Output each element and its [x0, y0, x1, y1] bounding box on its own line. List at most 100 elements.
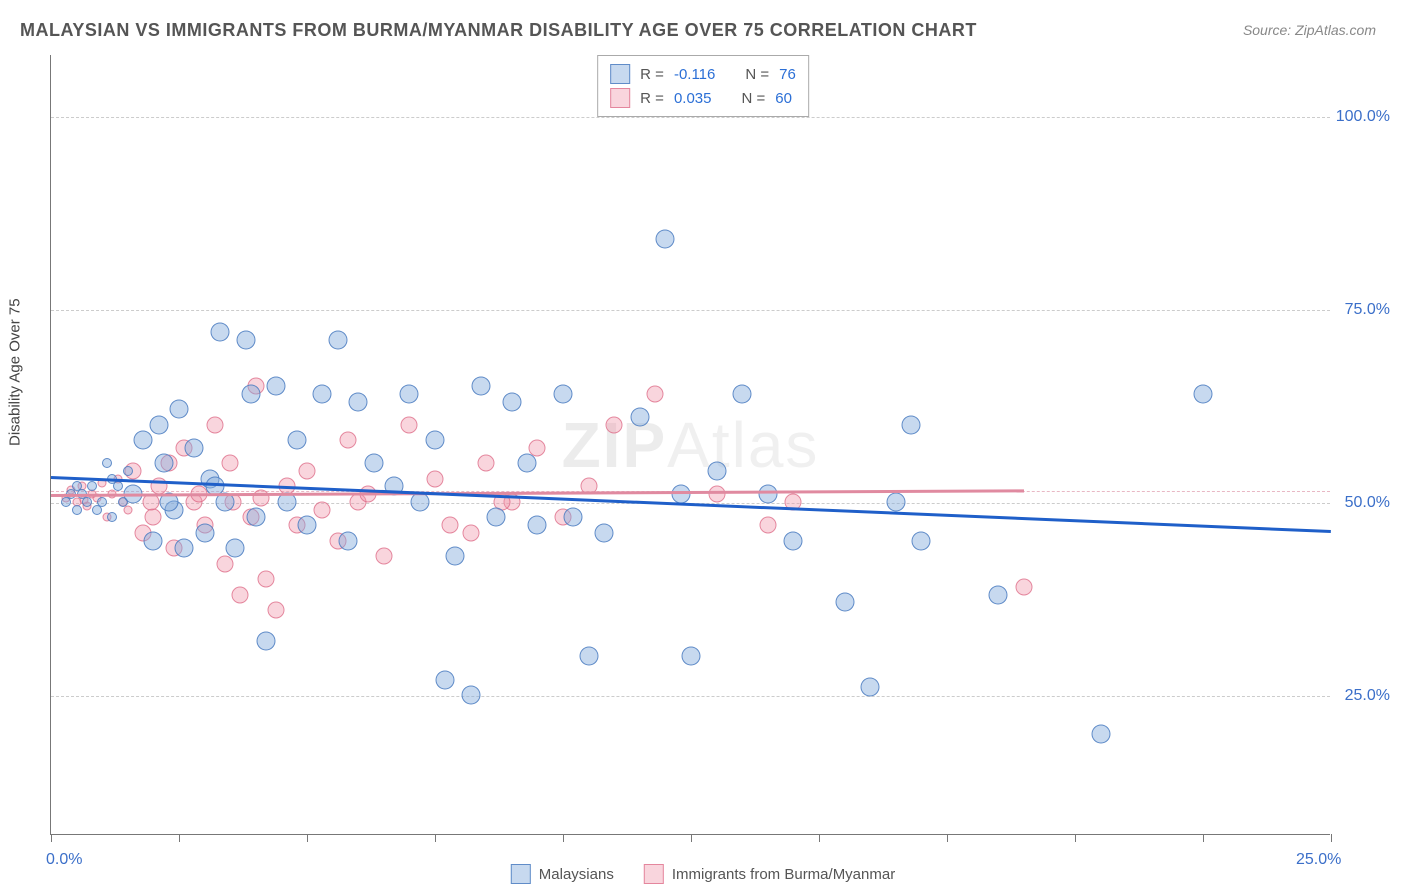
scatter-point-blue [123, 466, 133, 476]
x-tick [435, 834, 436, 842]
x-tick [947, 834, 948, 842]
scatter-point-blue [758, 485, 777, 504]
scatter-point-blue [102, 458, 112, 468]
scatter-point-pink [478, 455, 495, 472]
scatter-point-pink [217, 555, 234, 572]
scatter-point-pink [232, 586, 249, 603]
scatter-point-blue [902, 415, 921, 434]
scatter-point-blue [861, 678, 880, 697]
scatter-point-pink [759, 517, 776, 534]
scatter-point-pink [222, 455, 239, 472]
n-label: N = [741, 90, 765, 107]
y-tick-label: 25.0% [1345, 687, 1390, 705]
scatter-point-blue [502, 392, 521, 411]
scatter-point-pink [299, 463, 316, 480]
scatter-point-blue [886, 492, 905, 511]
r-label: R = [640, 66, 664, 83]
n-label: N = [745, 66, 769, 83]
legend-item-pink: Immigrants from Burma/Myanmar [644, 864, 895, 884]
scatter-point-pink [529, 439, 546, 456]
scatter-point-blue [733, 384, 752, 403]
scatter-point-blue [579, 647, 598, 666]
scatter-point-blue [195, 523, 214, 542]
scatter-point-pink [708, 486, 725, 503]
chart-title: MALAYSIAN VS IMMIGRANTS FROM BURMA/MYANM… [20, 20, 977, 41]
x-tick [691, 834, 692, 842]
scatter-point-pink [647, 385, 664, 402]
swatch-pink-icon [610, 88, 630, 108]
chart-container: MALAYSIAN VS IMMIGRANTS FROM BURMA/MYANM… [0, 0, 1406, 892]
scatter-point-blue [185, 438, 204, 457]
x-tick-label: 0.0% [46, 851, 82, 869]
x-tick [51, 834, 52, 842]
scatter-point-pink [206, 416, 223, 433]
scatter-point-blue [364, 454, 383, 473]
scatter-point-blue [149, 415, 168, 434]
scatter-point-blue [446, 546, 465, 565]
r-label: R = [640, 90, 664, 107]
scatter-point-pink [401, 416, 418, 433]
scatter-point-pink [462, 524, 479, 541]
scatter-point-blue [144, 531, 163, 550]
scatter-point-pink [375, 547, 392, 564]
scatter-point-blue [426, 431, 445, 450]
scatter-point-pink [606, 416, 623, 433]
legend-row-pink: R = 0.035 N = 60 [610, 86, 796, 110]
scatter-point-blue [241, 384, 260, 403]
scatter-point-blue [210, 323, 229, 342]
scatter-point-blue [287, 431, 306, 450]
y-tick-label: 50.0% [1345, 494, 1390, 512]
scatter-point-pink [258, 571, 275, 588]
scatter-point-blue [564, 508, 583, 527]
x-tick [179, 834, 180, 842]
scatter-point-blue [87, 481, 97, 491]
scatter-point-blue [1194, 384, 1213, 403]
y-tick-label: 100.0% [1336, 108, 1390, 126]
scatter-point-pink [314, 501, 331, 518]
scatter-point-blue [682, 647, 701, 666]
scatter-point-pink [339, 432, 356, 449]
scatter-point-blue [175, 539, 194, 558]
scatter-point-blue [461, 686, 480, 705]
scatter-point-blue [328, 330, 347, 349]
source-label: Source: ZipAtlas.com [1243, 22, 1376, 38]
scatter-point-blue [338, 531, 357, 550]
r-value-pink: 0.035 [674, 90, 712, 107]
swatch-pink-icon [644, 864, 664, 884]
scatter-point-blue [671, 485, 690, 504]
scatter-point-blue [82, 497, 92, 507]
scatter-point-blue [298, 516, 317, 535]
x-tick [1203, 834, 1204, 842]
x-tick [1331, 834, 1332, 842]
scatter-point-blue [113, 481, 123, 491]
legend-row-blue: R = -0.116 N = 76 [610, 62, 796, 86]
scatter-point-blue [784, 531, 803, 550]
bottom-legend: Malaysians Immigrants from Burma/Myanmar [511, 864, 895, 884]
legend-label-blue: Malaysians [539, 866, 614, 883]
scatter-point-blue [72, 505, 82, 515]
scatter-point-blue [267, 377, 286, 396]
x-tick [819, 834, 820, 842]
scatter-point-blue [518, 454, 537, 473]
scatter-point-blue [236, 330, 255, 349]
scatter-point-blue [257, 631, 276, 650]
scatter-point-pink [268, 602, 285, 619]
x-tick-label: 25.0% [1296, 851, 1341, 869]
scatter-point-blue [554, 384, 573, 403]
scatter-point-blue [989, 585, 1008, 604]
scatter-point-blue [313, 384, 332, 403]
legend-stats-box: R = -0.116 N = 76 R = 0.035 N = 60 [597, 55, 809, 117]
scatter-point-blue [707, 462, 726, 481]
scatter-point-blue [349, 392, 368, 411]
scatter-point-blue [630, 407, 649, 426]
x-tick [1075, 834, 1076, 842]
scatter-point-blue [487, 508, 506, 527]
scatter-point-blue [472, 377, 491, 396]
n-value-blue: 76 [779, 66, 796, 83]
scatter-point-blue [107, 512, 117, 522]
gridline [51, 310, 1330, 311]
scatter-point-blue [436, 670, 455, 689]
legend-label-pink: Immigrants from Burma/Myanmar [672, 866, 895, 883]
scatter-point-blue [226, 539, 245, 558]
legend-item-blue: Malaysians [511, 864, 614, 884]
